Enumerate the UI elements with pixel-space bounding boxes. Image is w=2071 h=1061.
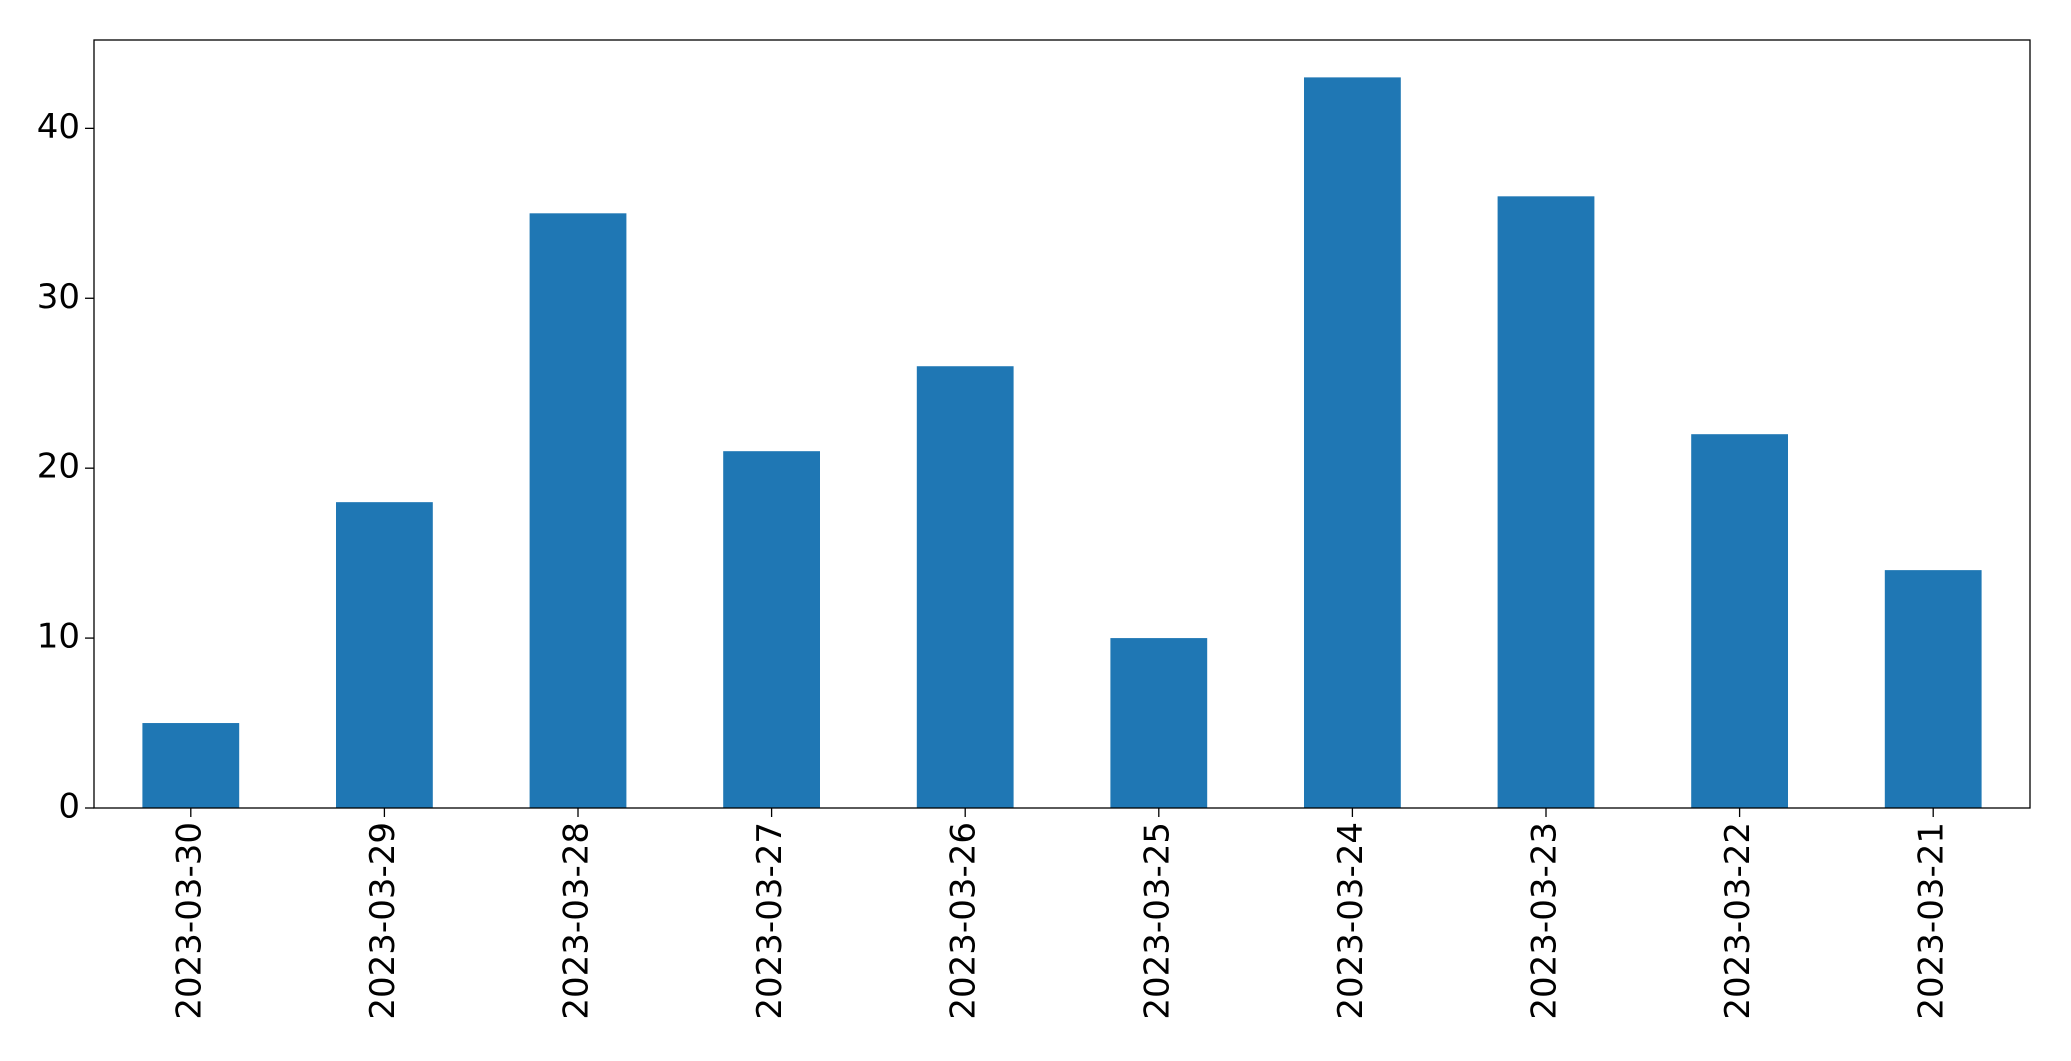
x-tick-label: 2023-03-29: [363, 822, 403, 1020]
x-tick-label: 2023-03-23: [1525, 822, 1565, 1020]
x-tick-label: 2023-03-22: [1718, 822, 1758, 1020]
bar: [142, 723, 240, 808]
bar: [529, 213, 627, 808]
x-tick-label: 2023-03-21: [1912, 822, 1952, 1020]
plot-frame: [93, 39, 2031, 809]
y-tick-label: 10: [37, 617, 80, 657]
bar: [1110, 638, 1208, 808]
y-tick-label: 20: [37, 447, 80, 487]
bar: [723, 451, 820, 808]
y-tick-label: 30: [37, 277, 80, 317]
bar: [916, 366, 1014, 808]
x-tick-label: 2023-03-28: [557, 822, 597, 1020]
x-tick-label: 2023-03-26: [944, 822, 984, 1020]
x-tick-label: 2023-03-25: [1137, 822, 1177, 1020]
y-tick-label: 40: [37, 107, 80, 147]
bar: [1304, 77, 1401, 808]
bar: [1691, 434, 1788, 808]
x-tick-label: 2023-03-24: [1331, 822, 1371, 1020]
bar: [1497, 196, 1595, 808]
bar: [336, 502, 433, 808]
x-tick-label: 2023-03-30: [169, 822, 209, 1020]
y-tick-label: 0: [58, 787, 80, 827]
x-tick-label: 2023-03-27: [750, 822, 790, 1020]
bar: [1884, 570, 1982, 808]
